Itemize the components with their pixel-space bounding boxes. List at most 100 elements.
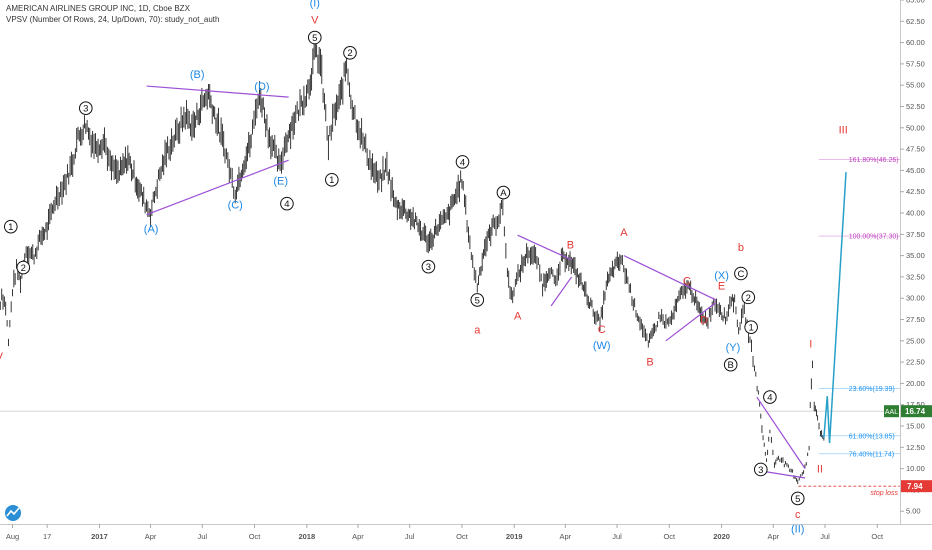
y-tick-label: 62.50: [906, 17, 925, 26]
x-tick-label: Oct: [663, 532, 676, 541]
price-bars: [0, 31, 825, 484]
fib-level-label: 161.80%(46.26): [849, 157, 899, 164]
wave-label: B: [646, 356, 653, 368]
y-tick-label: 5.00: [906, 507, 921, 516]
wave-label: (X): [714, 270, 729, 282]
x-tick-label: 2020: [713, 532, 730, 541]
trendline: [623, 255, 717, 301]
wave-label: c: [795, 509, 801, 521]
ticker-badge: [884, 405, 899, 418]
stop-loss-label: stop loss: [870, 490, 898, 497]
wave-label: 4: [767, 392, 772, 403]
wave-label: 5: [795, 494, 800, 505]
wave-label-circle: [763, 390, 777, 404]
wave-label-circle: [790, 491, 805, 506]
trendline: [146, 85, 289, 98]
wave-label-circle: [496, 185, 511, 200]
y-tick-label: 17.50: [906, 400, 925, 409]
y-tick-label: 45.00: [906, 166, 925, 175]
wave-label: 4: [284, 199, 289, 210]
wave-label: III: [839, 125, 848, 137]
ticker-label: AAL: [885, 409, 898, 416]
x-tick-label: Aug: [6, 532, 19, 541]
wave-label: 4: [460, 157, 465, 168]
trendline: [756, 396, 806, 469]
wave-label: IV: [0, 351, 4, 363]
wave-label-circle: [455, 155, 470, 169]
y-tick-label: 22.50: [906, 358, 925, 367]
wave-label: (II): [791, 523, 804, 535]
chart-header: AMERICAN AIRLINES GROUP INC, 1D, Cboe BZ…: [6, 3, 219, 25]
x-tick-label: 2019: [506, 532, 523, 541]
logo-mark: [6, 507, 20, 517]
wave-label-circle: [16, 260, 31, 275]
y-tick-label: 15.00: [906, 422, 925, 431]
wave-label: I: [809, 338, 812, 350]
x-tick-label: Jul: [405, 532, 415, 541]
trendline: [550, 276, 573, 307]
wave-label-circle: [421, 259, 436, 274]
wave-label: B: [728, 360, 734, 371]
wave-label: 2: [21, 263, 26, 274]
wave-label-circle: [734, 266, 748, 281]
wave-label: 2: [347, 48, 352, 59]
wave-label: (C): [228, 199, 243, 211]
wave-label: B: [567, 240, 574, 252]
x-tick-label: Jul: [612, 532, 622, 541]
y-tick-label: 30.00: [906, 294, 925, 303]
y-tick-label: 27.50: [906, 315, 925, 324]
x-tick-label: Jul: [820, 532, 830, 541]
wave-label-circle: [723, 357, 738, 372]
y-tick-label: 20.00: [906, 379, 925, 388]
stop-loss-badge: 7.94: [901, 480, 932, 493]
wave-label-circle: [470, 293, 485, 307]
wave-label: (B): [190, 69, 205, 81]
x-tick-label: Apr: [767, 532, 779, 541]
stop-loss-box: [901, 480, 932, 493]
wave-label-circle: [744, 320, 758, 334]
wave-label-circle: [280, 196, 294, 211]
x-tick-label: 2018: [298, 532, 315, 541]
y-tick-label: 12.50: [906, 443, 925, 452]
trendline: [146, 159, 289, 216]
wave-label: A: [514, 310, 522, 322]
wave-label: (D): [254, 81, 269, 93]
y-tick-label: 60.00: [906, 38, 925, 47]
current-price-badge: AAL 16.74: [884, 405, 932, 418]
wave-label: A: [620, 227, 628, 239]
wave-label: C: [598, 324, 606, 336]
wave-label-circle: [3, 219, 18, 234]
wave-label: (Y): [726, 342, 741, 354]
wave-label-circle: [307, 30, 322, 45]
wave-label: b: [738, 242, 744, 254]
wave-label: a: [474, 325, 481, 337]
y-tick-label: 57.50: [906, 59, 925, 68]
wave-label: C: [683, 275, 691, 287]
indicator-legend[interactable]: VPSV (Number Of Rows, 24, Up/Down, 70): …: [6, 15, 220, 24]
tradingview-logo: [5, 505, 21, 521]
wave-label: 1: [8, 222, 13, 233]
y-tick-label: 47.50: [906, 145, 925, 154]
wave-label-circle: [78, 101, 93, 116]
wave-label: 1: [748, 323, 753, 334]
current-price-value: 16.74: [905, 407, 926, 416]
wave-label: E: [718, 280, 725, 292]
wave-label: (W): [593, 340, 611, 352]
y-tick-label: 50.00: [906, 123, 925, 132]
wave-label: A: [500, 188, 507, 199]
wave-label: II: [817, 464, 823, 476]
y-tick-label: 35.00: [906, 251, 925, 260]
y-tick-label: 52.50: [906, 102, 925, 111]
y-tick-label: 32.50: [906, 272, 925, 281]
trendline: [665, 301, 717, 342]
wave-label: C: [737, 269, 744, 280]
wave-label: 3: [83, 104, 88, 115]
y-tick-label: 65.00: [906, 0, 925, 5]
wave-label: 2: [746, 293, 751, 304]
x-tick-label: Apr: [145, 532, 157, 541]
wave-label-circle: [343, 46, 357, 60]
y-tick-label: 37.50: [906, 230, 925, 239]
fib-level-label: 100.00%(37.30): [849, 234, 899, 241]
wave-label: 1: [329, 175, 334, 186]
